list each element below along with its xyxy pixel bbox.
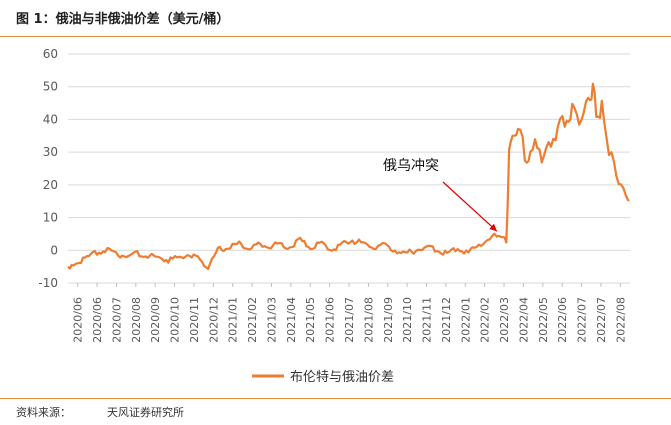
x-tick-label: 2022/07 [576, 297, 589, 343]
x-tick-label: 2022/01 [459, 297, 472, 343]
x-tick-label: 2022/06 [556, 297, 569, 343]
title-divider [0, 36, 671, 37]
x-tick-label: 2020/12 [207, 297, 220, 343]
x-tick-label: 2021/04 [285, 297, 298, 343]
series-layer [67, 82, 630, 271]
x-tick-label: 2021/06 [324, 297, 337, 343]
x-tick-label: 2022/02 [479, 297, 492, 343]
figure-title: 图 1：俄油与非俄油价差（美元/桶） [16, 12, 230, 27]
x-tick-label: 2021/10 [401, 297, 414, 343]
x-tick-label: 2022/03 [498, 297, 511, 343]
legend: 布伦特与俄油价差 [252, 370, 394, 385]
x-tick-label: 2021/01 [227, 297, 240, 343]
x-tick-label: 2022/04 [517, 297, 530, 343]
y-axis-ticks: -10 0 10 20 30 40 50 60 [38, 47, 58, 290]
x-tick-label: 2022/05 [537, 297, 550, 343]
x-tick-label: 2020/07 [110, 297, 123, 343]
x-tick-label: 2021/11 [421, 297, 434, 343]
source-value: 天风证券研究所 [107, 406, 184, 419]
x-tick-label: 2020/06 [72, 297, 85, 343]
y-tick-label: -10 [38, 276, 58, 290]
x-tick-label: 2021/07 [343, 297, 356, 343]
y-tick-label: 60 [43, 47, 58, 61]
x-tick-label: 2020/06 [91, 297, 104, 343]
x-tick-label: 2021/08 [362, 297, 375, 343]
x-tick-label: 2021/03 [265, 297, 278, 343]
y-tick-label: 20 [43, 178, 58, 192]
x-tick-label: 2020/10 [169, 297, 182, 343]
x-tick-label: 2022/08 [614, 297, 627, 343]
x-tick-label: 2022/07 [595, 297, 608, 343]
x-axis-ticks: 2020/06 2020/06 2020/07 2020/08 2020/09 2020/… [72, 283, 627, 343]
gridlines [68, 53, 630, 284]
footer-divider [0, 398, 671, 399]
x-tick-label: 2020/09 [149, 297, 162, 343]
legend-label: 布伦特与俄油价差 [290, 370, 394, 385]
source-label: 资料来源： [16, 406, 71, 419]
x-tick-label: 2021/05 [304, 297, 317, 343]
x-tick-label: 2020/08 [130, 297, 143, 343]
x-tick-label: 2020/11 [188, 297, 201, 343]
x-tick-label: 2021/02 [246, 297, 259, 343]
y-tick-label: 30 [43, 145, 58, 159]
series-line [67, 82, 630, 271]
x-tick-label: 2021/09 [382, 297, 395, 343]
y-tick-label: 50 [43, 80, 58, 94]
y-tick-label: 40 [43, 112, 58, 126]
x-tick-label: 2021/12 [440, 297, 453, 343]
annotation-arrow [442, 181, 498, 232]
annotation-layer: 俄乌冲突 [383, 158, 498, 232]
y-tick-label: 0 [50, 243, 58, 257]
source-note: 资料来源： 天风证券研究所 [16, 404, 184, 420]
annotation-label: 俄乌冲突 [383, 158, 439, 174]
y-tick-label: 10 [43, 211, 58, 225]
